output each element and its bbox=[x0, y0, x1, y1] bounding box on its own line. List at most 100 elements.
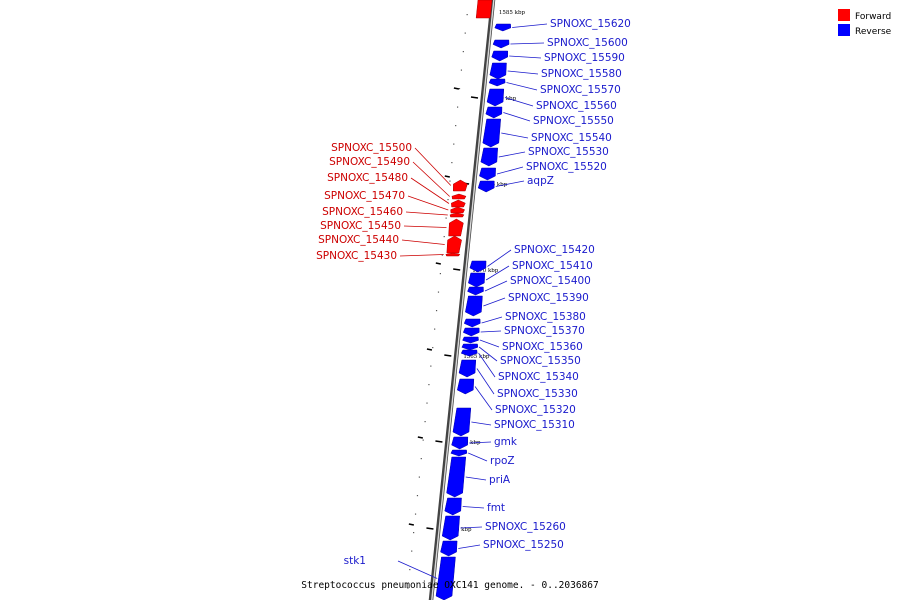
gene-label[interactable]: SPNOXC_15600 bbox=[547, 37, 628, 49]
gene-label[interactable]: fmt bbox=[487, 502, 505, 514]
gene-arrow-reverse[interactable] bbox=[463, 318, 481, 328]
gene-arrow-reverse[interactable] bbox=[465, 295, 483, 317]
gene-label[interactable]: SPNOXC_15440 bbox=[318, 234, 399, 246]
leader-line bbox=[414, 147, 452, 186]
gene-label[interactable]: rpoZ bbox=[490, 455, 515, 467]
gene-arrow-reverse[interactable] bbox=[462, 327, 480, 337]
gene-label[interactable]: SPNOXC_15450 bbox=[320, 220, 401, 232]
gene-label[interactable]: SPNOXC_15260 bbox=[485, 521, 566, 533]
gene-features bbox=[435, 0, 512, 600]
gene-label[interactable]: SPNOXC_15460 bbox=[322, 206, 403, 218]
gene-label[interactable]: stk1 bbox=[344, 555, 366, 567]
gene-label[interactable]: SPNOXC_15500 bbox=[331, 142, 412, 154]
gene-arrow-reverse[interactable] bbox=[489, 62, 507, 80]
gene-label[interactable]: SPNOXC_15320 bbox=[495, 404, 576, 416]
gene-arrow-reverse[interactable] bbox=[494, 23, 512, 32]
gene-arrow-reverse[interactable] bbox=[462, 336, 479, 344]
gene-label[interactable]: SPNOXC_15330 bbox=[497, 388, 578, 400]
gene-arrow-forward[interactable] bbox=[445, 252, 461, 257]
tick-dot bbox=[434, 328, 436, 330]
tick-dot bbox=[430, 365, 432, 367]
gene-label[interactable]: SPNOXC_15540 bbox=[531, 132, 612, 144]
gene-arrow-reverse[interactable] bbox=[451, 436, 469, 450]
tick-dot bbox=[455, 125, 457, 127]
gene-arrow-reverse[interactable] bbox=[452, 407, 472, 437]
leader-line bbox=[479, 339, 500, 348]
gene-label[interactable]: SPNOXC_15250 bbox=[483, 539, 564, 551]
gene-arrow-reverse[interactable] bbox=[460, 349, 478, 357]
gene-label[interactable]: SPNOXC_15360 bbox=[502, 341, 583, 353]
gene-label[interactable]: SPNOXC_15590 bbox=[544, 52, 625, 64]
gene-arrow-reverse[interactable] bbox=[456, 378, 475, 395]
major-tick bbox=[435, 440, 443, 443]
gene-arrow-reverse[interactable] bbox=[435, 556, 456, 600]
gene-label[interactable]: SPNOXC_15310 bbox=[494, 419, 575, 431]
gene-label[interactable]: SPNOXC_15400 bbox=[510, 275, 591, 287]
tick-dot bbox=[439, 273, 441, 275]
gene-arrow-forward[interactable] bbox=[448, 218, 464, 237]
tick-dot bbox=[409, 569, 411, 571]
gene-arrow-reverse[interactable] bbox=[467, 286, 484, 296]
gene-label[interactable]: SPNOXC_15350 bbox=[500, 355, 581, 367]
backbone-highlight bbox=[431, 0, 495, 600]
gene-arrow-reverse[interactable] bbox=[486, 88, 505, 107]
gene-label[interactable]: SPNOXC_15430 bbox=[316, 250, 397, 262]
gene-arrow-reverse[interactable] bbox=[492, 39, 510, 49]
gene-arrow-reverse[interactable] bbox=[440, 540, 458, 557]
gene-label[interactable]: SPNOXC_15580 bbox=[541, 68, 622, 80]
gene-label[interactable]: SPNOXC_15520 bbox=[526, 161, 607, 173]
genome-caption: Streptococcus pneumoniae OXC141 genome. … bbox=[301, 580, 598, 591]
leader-line bbox=[496, 166, 524, 175]
gene-arrow-reverse[interactable] bbox=[491, 50, 508, 62]
gene-arrow-reverse[interactable] bbox=[485, 106, 503, 119]
gene-arrow-forward[interactable] bbox=[449, 212, 465, 218]
leader-line bbox=[403, 225, 447, 228]
tick-dot bbox=[449, 180, 451, 182]
gene-arrow-reverse[interactable] bbox=[461, 343, 479, 351]
major-tick bbox=[435, 262, 441, 265]
gene-label[interactable]: SPNOXC_15570 bbox=[540, 84, 621, 96]
gene-label[interactable]: SPNOXC_15390 bbox=[508, 292, 589, 304]
gene-arrow-reverse[interactable] bbox=[441, 515, 460, 541]
gene-label[interactable]: aqpZ bbox=[527, 175, 554, 187]
gene-arrow-forward[interactable] bbox=[450, 206, 465, 214]
gene-arrow-reverse[interactable] bbox=[479, 167, 496, 181]
gene-arrow-forward[interactable] bbox=[451, 193, 467, 200]
gene-arrow-reverse[interactable] bbox=[446, 456, 467, 498]
gene-label[interactable]: gmk bbox=[494, 436, 518, 448]
leader-line bbox=[407, 195, 449, 211]
gene-arrow-reverse[interactable] bbox=[477, 180, 495, 193]
gene-label[interactable]: SPNOXC_15380 bbox=[505, 311, 586, 323]
gene-arrow-forward[interactable] bbox=[446, 235, 462, 254]
gene-label[interactable]: SPNOXC_15490 bbox=[329, 156, 410, 168]
gene-arrow-reverse[interactable] bbox=[468, 272, 486, 288]
gene-arrow-reverse[interactable] bbox=[444, 497, 462, 516]
gene-arrow-reverse[interactable] bbox=[480, 147, 498, 167]
gene-arrow-forward[interactable] bbox=[453, 179, 468, 192]
major-tick bbox=[444, 354, 452, 357]
gene-label[interactable]: SPNOXC_15370 bbox=[504, 325, 585, 337]
gene-label[interactable]: SPNOXC_15550 bbox=[533, 115, 614, 127]
leader-line bbox=[512, 23, 548, 28]
gene-label[interactable]: SPNOXC_15470 bbox=[324, 190, 405, 202]
gene-arrow-reverse[interactable] bbox=[488, 78, 506, 87]
leader-line bbox=[469, 441, 492, 444]
gene-label[interactable]: SPNOXC_15420 bbox=[514, 244, 595, 256]
gene-arrow-reverse[interactable] bbox=[469, 260, 487, 273]
gene-arrow-reverse[interactable] bbox=[482, 118, 501, 148]
gene-label[interactable]: SPNOXC_15340 bbox=[498, 371, 579, 383]
tick-dot bbox=[464, 32, 466, 34]
gene-label[interactable]: SPNOXC_15480 bbox=[327, 172, 408, 184]
gene-arrow-forward[interactable] bbox=[475, 0, 493, 19]
gene-arrow-reverse[interactable] bbox=[458, 359, 477, 378]
gene-arrow-reverse[interactable] bbox=[450, 449, 468, 457]
gene-label[interactable]: priA bbox=[489, 474, 511, 486]
gene-label[interactable]: SPNOXC_15530 bbox=[528, 146, 609, 158]
gene-label[interactable]: SPNOXC_15620 bbox=[550, 18, 631, 30]
gene-arrow-forward[interactable] bbox=[451, 199, 466, 208]
gene-label[interactable]: SPNOXC_15410 bbox=[512, 260, 593, 272]
leader-line bbox=[468, 452, 488, 462]
tick-dot bbox=[458, 88, 461, 90]
gene-label[interactable]: SPNOXC_15560 bbox=[536, 100, 617, 112]
